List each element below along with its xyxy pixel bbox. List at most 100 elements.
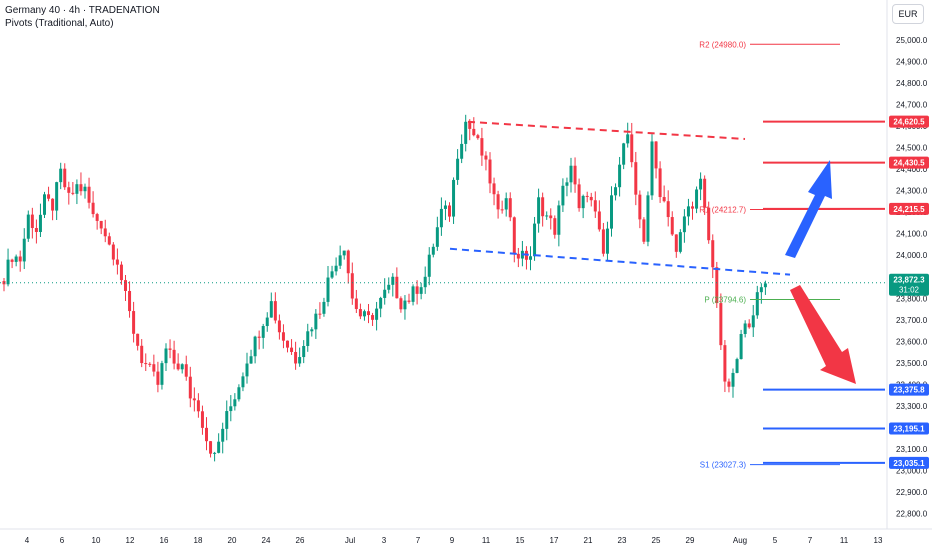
candle-body (111, 244, 115, 260)
candle-body (281, 332, 285, 341)
candle-body (439, 208, 443, 228)
candle-body (160, 363, 164, 385)
candle-body (508, 198, 512, 218)
candle-body (747, 323, 751, 328)
candle-body (711, 240, 715, 268)
x-tick-label: 11 (482, 536, 491, 545)
candle-body (71, 192, 75, 194)
support-price-tag (889, 456, 929, 469)
x-tick-label: 5 (773, 536, 778, 545)
candle-body (326, 277, 330, 302)
candle-body (322, 301, 326, 314)
y-tick-label: 22,900.0 (896, 488, 928, 497)
candle-body (626, 134, 630, 144)
candle-body (241, 376, 245, 388)
bearish-arrow (790, 285, 856, 384)
candle-body (180, 364, 184, 370)
candle-body (115, 259, 119, 265)
candle-body (723, 345, 727, 382)
candle-body (658, 168, 662, 198)
support-price-label: 23,035.1 (893, 459, 925, 468)
candle-body (172, 349, 176, 364)
candle-body (512, 217, 516, 254)
candle-body (456, 158, 460, 180)
y-tick-label: 23,700.0 (896, 316, 928, 325)
candle-body (67, 187, 71, 193)
candle-body (593, 200, 597, 212)
y-tick-label: 24,900.0 (896, 58, 928, 67)
candle-body (565, 182, 569, 186)
candle-body (605, 228, 609, 254)
candle-body (751, 315, 755, 328)
candle-body (156, 371, 160, 385)
support-price-label: 23,195.1 (893, 424, 925, 433)
candle-body (237, 387, 241, 400)
candle-body (95, 214, 99, 221)
candle-body (34, 227, 38, 232)
candle-body (581, 195, 585, 209)
candle-body (727, 381, 731, 387)
candle-body (132, 311, 136, 334)
candle-body (699, 178, 703, 190)
currency-button[interactable]: EUR (892, 4, 924, 24)
candle-body (537, 197, 541, 224)
candle-body (375, 308, 379, 320)
candle-body (480, 138, 484, 156)
candle-body (83, 186, 87, 192)
candle-body (678, 232, 682, 252)
candle-body (435, 227, 439, 247)
candle-body (763, 283, 767, 288)
candle-body (589, 196, 593, 201)
x-tick-label: 25 (652, 536, 661, 545)
y-tick-label: 24,000.0 (896, 251, 928, 260)
candle-body (342, 250, 346, 256)
candle-body (630, 134, 634, 163)
candle-body (545, 215, 549, 217)
candle-body (43, 194, 46, 215)
candle-body (682, 216, 686, 233)
candle-body (261, 326, 265, 338)
candle-body (91, 202, 95, 215)
candle-body (10, 259, 14, 262)
candle-body (731, 372, 735, 387)
candle-body (265, 317, 269, 327)
candle-body (124, 280, 127, 291)
candle-body (431, 246, 435, 255)
candle-body (354, 298, 358, 310)
candle-body (257, 336, 261, 338)
candle-body (654, 141, 658, 169)
candle-body (330, 271, 334, 278)
candle-body (707, 207, 711, 241)
x-tick-label: 7 (416, 536, 421, 545)
candle-body (221, 428, 225, 442)
candle-body (107, 236, 111, 245)
candle-body (290, 347, 294, 352)
x-tick-label: 24 (262, 536, 271, 545)
candle-body (79, 184, 83, 192)
candle-body (168, 348, 172, 350)
resistance-price-label: 24,215.5 (893, 205, 925, 214)
candle-body (597, 211, 601, 230)
candle-body (229, 406, 233, 412)
candle-body (152, 364, 156, 372)
candle-body (460, 143, 464, 159)
candle-body (549, 215, 553, 219)
resistance-price-label: 24,620.5 (893, 118, 925, 127)
candle-body (650, 141, 654, 196)
candle-body (298, 357, 302, 364)
candle-body (601, 229, 605, 254)
candle-body (492, 183, 496, 195)
x-tick-label: 9 (450, 536, 455, 545)
pivot-label: R2 (24980.0) (699, 40, 746, 49)
candle-body (367, 311, 370, 316)
y-tick-label: 24,700.0 (896, 101, 928, 110)
candle-body (294, 351, 298, 364)
candle-body (411, 286, 415, 302)
indicator-label[interactable]: Pivots (Traditional, Auto) (5, 18, 114, 29)
resistance-price-tag (889, 156, 929, 169)
candle-body (614, 187, 618, 196)
y-tick-label: 24,500.0 (896, 144, 928, 153)
candle-body (541, 197, 545, 217)
candle-body (249, 356, 253, 364)
